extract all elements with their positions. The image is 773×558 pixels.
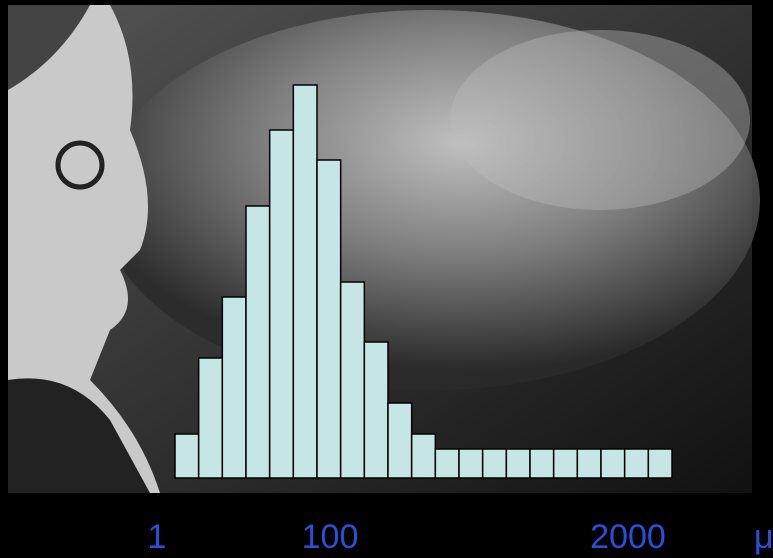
bar [245, 205, 271, 479]
bar [481, 448, 508, 479]
bar [410, 433, 437, 479]
bar [576, 448, 602, 479]
bar [529, 448, 555, 479]
bar [434, 448, 460, 479]
bar [552, 448, 579, 479]
bar [387, 402, 413, 479]
bar [458, 448, 484, 479]
bar [174, 433, 200, 479]
x-label: 100 [302, 518, 359, 556]
bar [339, 281, 366, 479]
bar [623, 448, 650, 479]
bar [197, 357, 224, 479]
bar [505, 448, 531, 479]
bar [221, 296, 247, 479]
unit-label: μ [754, 518, 773, 556]
bar [268, 129, 295, 479]
bar [647, 448, 673, 479]
bar [363, 341, 389, 479]
bar [316, 159, 342, 479]
x-label: 1 [148, 518, 167, 556]
bar [292, 84, 318, 479]
bar [600, 448, 626, 479]
x-label: 2000 [590, 518, 666, 556]
